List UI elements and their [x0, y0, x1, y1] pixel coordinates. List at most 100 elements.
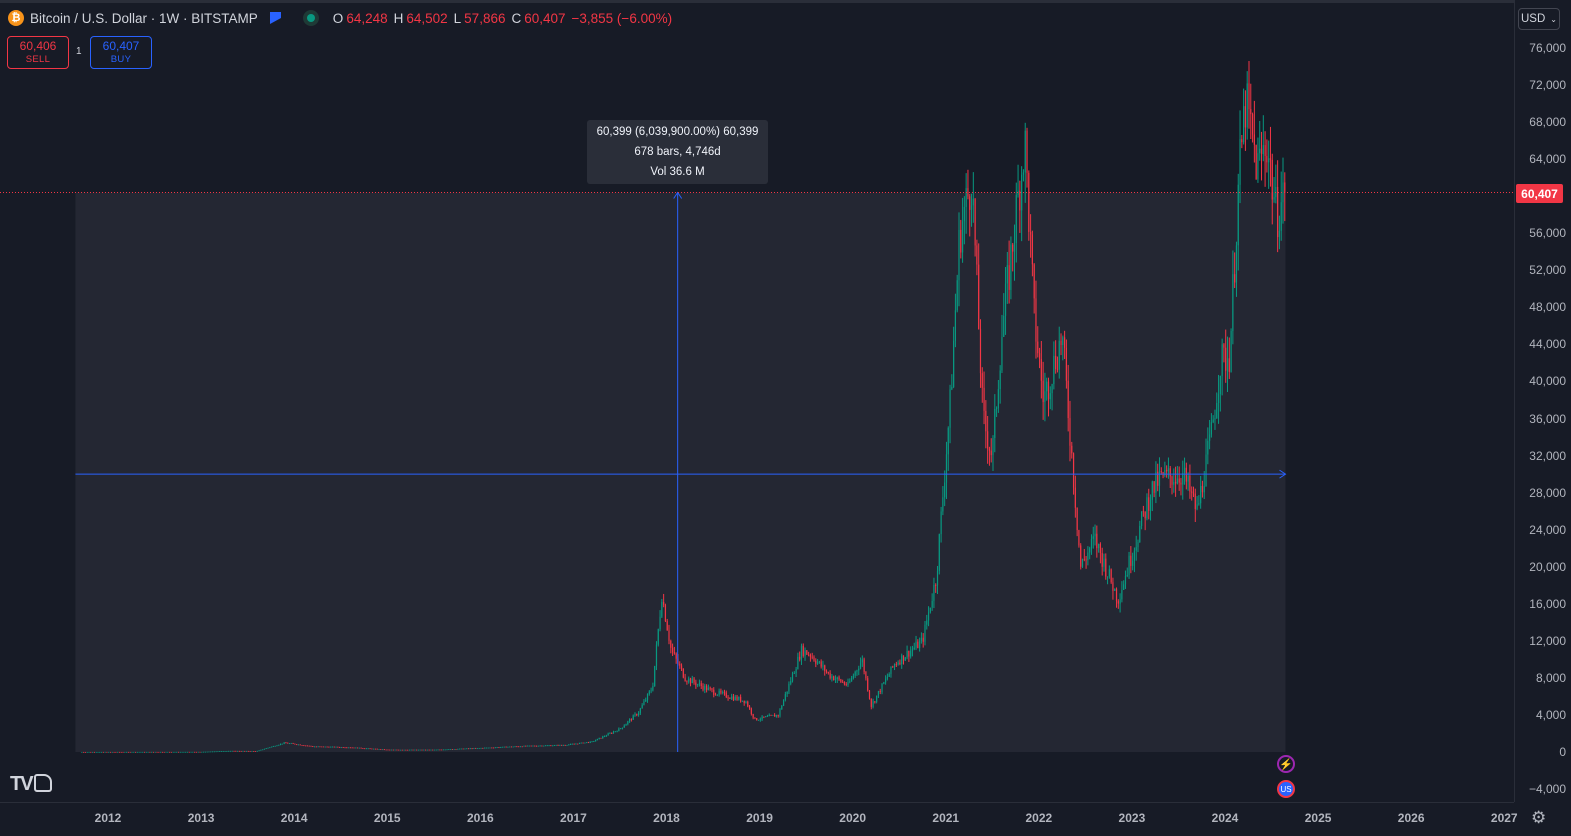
candle-body [927, 612, 930, 621]
candle-body [1205, 454, 1207, 487]
candle-body [1128, 555, 1130, 575]
buy-price: 60,407 [102, 38, 140, 53]
candle-body [1037, 341, 1039, 354]
candle-body [484, 747, 486, 749]
symbol-legend[interactable]: ₿ Bitcoin / U.S. Dollar · 1W · BITSTAMP … [8, 10, 675, 26]
ohlc-value: 57,866 [464, 10, 506, 26]
candle-body [1105, 558, 1107, 577]
candle-body [793, 673, 795, 674]
candle-body [371, 748, 373, 750]
candle-body [151, 751, 153, 753]
candle-body [1273, 197, 1275, 200]
candle-body [211, 751, 214, 753]
candle-body [575, 743, 577, 745]
candle-body [748, 706, 751, 709]
candle-body [1087, 552, 1089, 560]
candle-body [1271, 159, 1273, 200]
candle-body [636, 714, 638, 716]
candle-body [564, 745, 566, 746]
candle-body [238, 750, 240, 752]
candle-body [1031, 234, 1033, 265]
candle-body [1049, 393, 1051, 400]
buy-button[interactable]: 60,407 BUY [90, 36, 152, 69]
candle-body [179, 751, 181, 753]
candle-body [965, 188, 967, 207]
sell-button[interactable]: 60,406 SELL [7, 36, 69, 69]
ohlc-value: −3,855 (−6.00%) [571, 10, 673, 26]
candle-body [757, 720, 760, 721]
candle-body [405, 749, 407, 751]
us-flag-icon[interactable]: US [1277, 780, 1295, 798]
candle-body [129, 751, 131, 753]
lightning-icon[interactable]: ⚡ [1277, 755, 1295, 773]
measure-arrow-right [1279, 469, 1287, 479]
symbol-title[interactable]: Bitcoin / U.S. Dollar · 1W · BITSTAMP [30, 10, 258, 26]
price-axis[interactable]: 76,000 72,000 68,000 64,000 56,000 52,000 48,0… [1514, 0, 1571, 802]
tradingview-logo[interactable]: TV [10, 773, 52, 796]
candle-body [673, 652, 675, 654]
candle-body [838, 677, 840, 680]
candle-body [775, 715, 778, 717]
chart-plot-area[interactable] [0, 3, 1514, 802]
candle-body [229, 750, 232, 752]
time-axis[interactable]: 2012 2013 2014 2015 2016 2017 2018 2019 2020 2021… [0, 802, 1518, 836]
candle-body [228, 750, 230, 752]
candle-body [93, 751, 95, 753]
candle-body [886, 676, 888, 679]
candle-body [464, 748, 466, 750]
candle-body [1192, 492, 1195, 494]
candle-body [795, 669, 797, 674]
candle-body [441, 749, 443, 751]
candle-body [253, 751, 255, 752]
candle-body [550, 745, 552, 747]
candle-body [451, 749, 454, 750]
candle-body [1047, 381, 1050, 400]
gear-icon[interactable]: ⚙ [1531, 808, 1547, 827]
candle-body [738, 696, 740, 700]
candle-body [160, 751, 162, 753]
candle-body [652, 686, 654, 691]
candle-body [1062, 337, 1064, 346]
candle-body [532, 745, 534, 747]
candle-body [1282, 182, 1284, 203]
candle-body [373, 748, 375, 750]
time-tick-label: 2022 [1025, 811, 1053, 825]
candle-body [1098, 543, 1100, 549]
candle-body [1029, 231, 1032, 235]
candle-body [589, 741, 591, 743]
flag-icon[interactable] [269, 12, 281, 24]
candle-body [727, 697, 729, 699]
candle-body [1114, 588, 1116, 591]
candle-body [256, 750, 258, 752]
candle-body [716, 694, 718, 696]
candle-body [1024, 130, 1026, 173]
candle-body [870, 698, 872, 707]
candle-body [131, 751, 133, 753]
sell-price: 60,406 [19, 38, 57, 53]
candle-body [711, 688, 713, 690]
candle-body [990, 450, 992, 456]
candle-body [544, 745, 547, 747]
candle-body [979, 328, 982, 374]
candle-body [108, 751, 110, 753]
candle-body [514, 746, 516, 748]
candle-body [1126, 574, 1128, 576]
candle-body [872, 701, 874, 707]
candlestick-chart[interactable] [0, 3, 1514, 802]
candle-body [1067, 380, 1069, 419]
measure-range-box [75, 192, 1286, 752]
candle-body [1040, 358, 1042, 381]
candle-body [83, 751, 85, 753]
currency-selector[interactable]: USD ⌄ [1518, 8, 1560, 30]
candle-body [568, 744, 570, 746]
ohlc-values: O 64,248 H 64,502 L 57,866 C 60,407 −3,855 (−6.0… [333, 11, 675, 26]
candle-body [779, 709, 781, 716]
candle-body [919, 641, 921, 648]
logo-text: TV [10, 773, 34, 795]
candle-body [442, 749, 445, 751]
candle-body [981, 373, 983, 388]
candle-body [86, 751, 88, 753]
candle-body [781, 705, 783, 710]
candle-body [1008, 265, 1010, 290]
candle-body [895, 664, 897, 665]
